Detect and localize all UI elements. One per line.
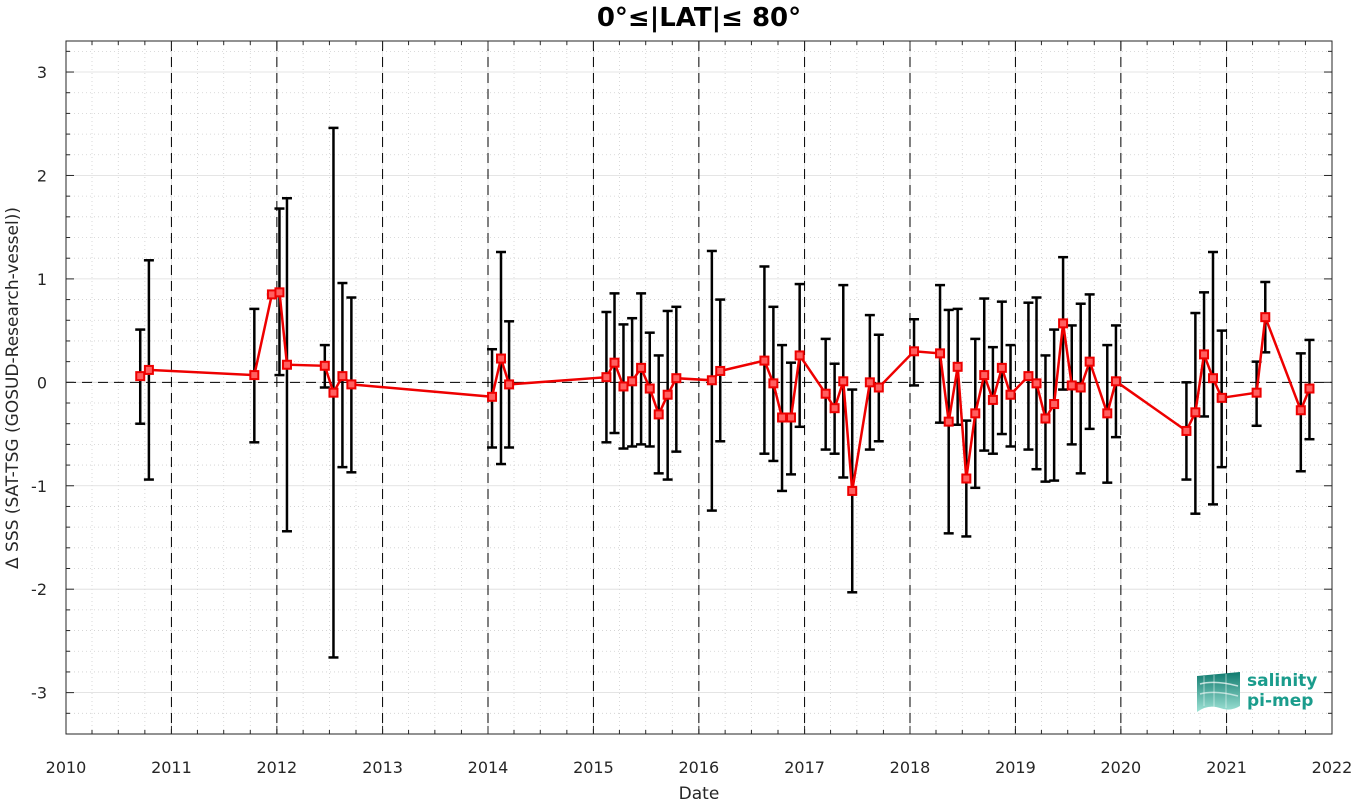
data-point-marker	[1295, 405, 1306, 416]
data-point-marker	[1040, 413, 1051, 424]
data-point-marker	[135, 371, 146, 382]
x-tick-label: 2013	[362, 758, 403, 777]
data-point-marker	[838, 376, 849, 387]
x-tick-label: 2015	[573, 758, 614, 777]
y-tick-labels: 3 2 1 0 -1 -2 -3	[31, 63, 47, 703]
data-point-marker	[1066, 380, 1077, 391]
data-point-marker	[759, 355, 770, 366]
data-point-marker	[644, 383, 655, 394]
data-point-marker	[847, 485, 858, 496]
data-point-marker	[952, 361, 963, 372]
data-point-marker	[1075, 382, 1086, 393]
data-point-marker	[979, 370, 990, 381]
data-point-marker	[249, 370, 260, 381]
y-tick-label: 0	[37, 373, 47, 392]
x-tick-label: 2011	[151, 758, 192, 777]
data-point-marker	[1251, 387, 1262, 398]
x-tick-label: 2012	[256, 758, 297, 777]
data-point-marker	[1260, 312, 1271, 323]
x-tick-label: 2017	[784, 758, 825, 777]
data-point-marker	[829, 403, 840, 414]
data-point-marker	[715, 365, 726, 376]
data-point-marker	[1049, 399, 1060, 410]
salinity-pi-mep-logo: salinity pi-mep	[1197, 671, 1317, 712]
x-tick-label: 2018	[890, 758, 931, 777]
data-point-marker	[864, 377, 875, 388]
data-point-marker	[281, 359, 292, 370]
x-tick-labels: 2010 2011 2012 2013 2014 2015 2016 2017 2018 2019…	[46, 758, 1353, 777]
data-point-marker	[601, 372, 612, 383]
series-line	[139, 290, 1311, 492]
data-point-marker	[636, 362, 647, 373]
x-axis-label: Date	[679, 784, 720, 801]
data-point-marker	[768, 378, 779, 389]
data-point-marker	[777, 412, 788, 423]
data-point-marker	[662, 389, 673, 400]
data-point-marker	[627, 376, 638, 387]
data-point-marker	[1216, 392, 1227, 403]
y-tick-label: 1	[37, 270, 47, 289]
axis-ticks	[65, 41, 1333, 735]
data-point-marker	[961, 473, 972, 484]
chart-title: 0°≤|LAT|≤ 80°	[597, 3, 801, 33]
data-point-marker	[987, 394, 998, 405]
data-point-marker	[935, 348, 946, 359]
data-point-marker	[487, 391, 498, 402]
data-point-marker	[671, 373, 682, 384]
series-markers	[135, 287, 1315, 496]
data-point-marker	[1207, 373, 1218, 384]
x-tick-label: 2019	[995, 758, 1036, 777]
data-point-marker	[794, 350, 805, 361]
data-point-marker	[820, 388, 831, 399]
data-point-marker	[909, 346, 920, 357]
y-tick-label: -1	[31, 477, 47, 496]
logo-wave-graphic	[1197, 672, 1240, 712]
y-tick-label: -3	[31, 684, 47, 703]
data-point-marker	[1199, 349, 1210, 360]
x-tick-label: 2021	[1206, 758, 1247, 777]
data-point-marker	[1023, 371, 1034, 382]
data-point-marker	[328, 387, 339, 398]
data-point-marker	[1102, 408, 1113, 419]
data-point-marker	[1084, 356, 1095, 367]
data-point-marker	[143, 364, 154, 375]
data-point-marker	[337, 371, 348, 382]
y-tick-label: 3	[37, 63, 47, 82]
x-tick-label: 2020	[1100, 758, 1141, 777]
data-point-marker	[943, 416, 954, 427]
data-point-marker	[1058, 318, 1069, 329]
data-point-marker	[873, 382, 884, 393]
data-point-marker	[785, 412, 796, 423]
data-point-marker	[274, 287, 285, 298]
data-point-marker	[1031, 378, 1042, 389]
y-tick-label: -2	[31, 580, 47, 599]
data-point-marker	[495, 353, 506, 364]
data-point-marker	[653, 409, 664, 420]
data-point-marker	[970, 408, 981, 419]
data-point-marker	[1005, 389, 1016, 400]
logo-text-salinity: salinity	[1247, 671, 1317, 691]
data-point-marker	[504, 379, 515, 390]
data-point-marker	[609, 357, 620, 368]
data-point-marker	[706, 375, 717, 386]
logo-text-pi-mep: pi-mep	[1247, 691, 1313, 711]
y-tick-label: 2	[37, 166, 47, 185]
x-tick-label: 2016	[678, 758, 719, 777]
data-point-marker	[996, 362, 1007, 373]
data-point-marker	[319, 360, 330, 371]
y-axis-label: Δ SSS (SAT-TSG (GOSUD-Research-vessel))	[3, 207, 23, 569]
data-point-marker	[1190, 407, 1201, 418]
year-boundary-lines	[170, 41, 1228, 734]
x-tick-label: 2022	[1312, 758, 1353, 777]
data-point-marker	[1304, 383, 1315, 394]
x-tick-label: 2010	[46, 758, 87, 777]
data-point-marker	[346, 379, 357, 390]
data-point-marker	[618, 381, 629, 392]
data-point-marker	[1181, 425, 1192, 436]
data-point-marker	[1110, 376, 1121, 387]
x-tick-label: 2014	[468, 758, 509, 777]
